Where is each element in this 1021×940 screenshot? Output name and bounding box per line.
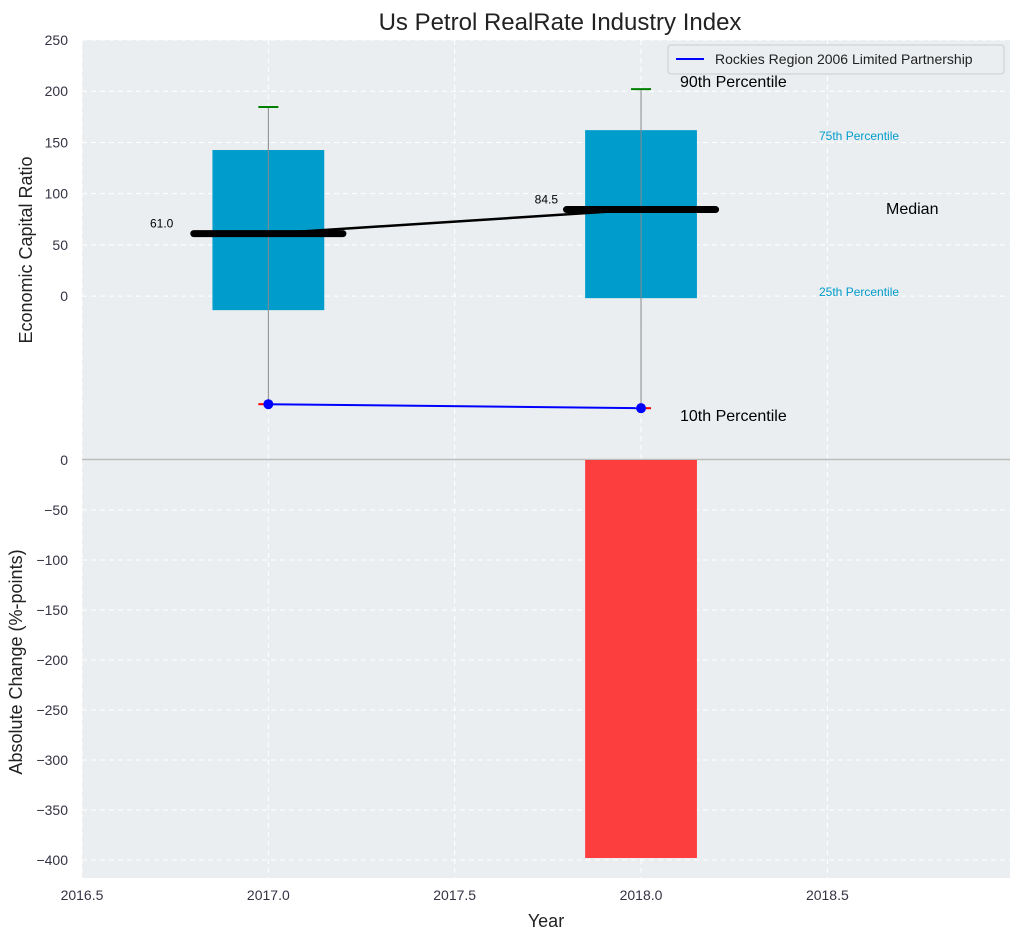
y-tick-label-bottom: −150: [36, 602, 68, 618]
x-tick-label: 2018.0: [620, 887, 663, 903]
y-tick-label-top: 0: [60, 288, 68, 304]
change-bar: [585, 460, 697, 858]
y-tick-label-bottom: −300: [36, 752, 68, 768]
y-tick-label-top: 250: [45, 32, 69, 48]
annotation-p10: 10th Percentile: [680, 408, 787, 425]
y-tick-label-bottom: −200: [36, 652, 68, 668]
bottom-plot-area: [82, 460, 1010, 878]
annotation-p90: 90th Percentile: [680, 74, 787, 91]
x-tick-label: 2017.0: [247, 887, 290, 903]
y-tick-label-bottom: −350: [36, 802, 68, 818]
y-tick-label-top: 150: [45, 134, 69, 150]
x-tick-label: 2017.5: [433, 887, 476, 903]
y-tick-label-bottom: −50: [44, 502, 68, 518]
y-tick-label-bottom: −100: [36, 552, 68, 568]
y-tick-label-bottom: 0: [60, 452, 68, 468]
series-line: [268, 403, 642, 410]
y-tick-label-bottom: −250: [36, 702, 68, 718]
x-axis-label: Year: [528, 911, 564, 931]
y-axis-label-bottom: Absolute Change (%-points): [6, 549, 26, 774]
y-tick-label-top: 50: [52, 237, 68, 253]
y-tick-label-top: 200: [45, 83, 69, 99]
y-tick-label-bottom: −400: [36, 852, 68, 868]
annotation-p75: 75th Percentile: [819, 129, 899, 143]
annotation-median: Median: [886, 201, 938, 218]
median-value-label: 84.5: [535, 193, 559, 207]
x-tick-label: 2016.5: [61, 887, 104, 903]
x-tick-label: 2018.5: [806, 887, 849, 903]
median-trend-line: [268, 208, 642, 235]
median-value-label: 61.0: [150, 217, 174, 231]
y-axis-label-top: Economic Capital Ratio: [16, 156, 36, 343]
y-tick-label-top: 100: [45, 186, 69, 202]
legend: [667, 44, 1005, 75]
chart-title: Us Petrol RealRate Industry Index: [379, 9, 742, 36]
annotation-p25: 25th Percentile: [819, 285, 899, 299]
series-point: [636, 403, 647, 414]
series-point: [263, 399, 274, 410]
legend-label: Rockies Region 2006 Limited Partnership: [715, 51, 973, 67]
